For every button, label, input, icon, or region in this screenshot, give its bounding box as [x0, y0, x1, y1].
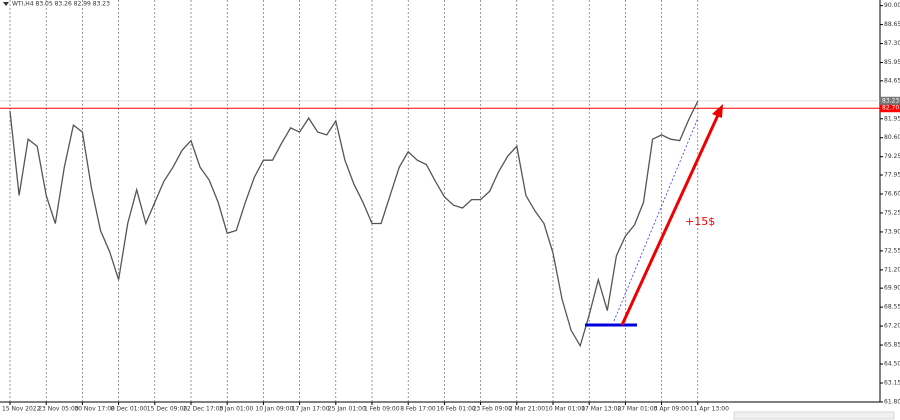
level-box — [880, 104, 900, 113]
price-box — [880, 96, 900, 105]
y-tick-label: 87.30 — [884, 40, 900, 47]
y-tick-label: 63.15 — [884, 380, 900, 387]
y-tick-label: 64.50 — [884, 361, 900, 368]
y-tick-label: 68.55 — [884, 304, 900, 311]
x-tick-label: 15 Dec 09:00 — [147, 406, 188, 413]
x-tick-label: 8 Feb 17:00 — [400, 406, 436, 413]
chart-title: WTI,H4 83.05 83.26 82.99 83.23 — [12, 1, 110, 8]
arrow-head — [712, 104, 723, 118]
y-tick-label: 69.90 — [884, 285, 900, 292]
y-tick-label: 61.80 — [884, 399, 900, 406]
level-label: 82.70 — [882, 105, 899, 112]
x-tick-label: 2 Mar 21:00 — [509, 406, 545, 413]
y-tick-label: 81.95 — [884, 115, 900, 122]
y-tick-label: 85.95 — [884, 59, 900, 66]
trend-line — [613, 117, 699, 322]
x-tick-label: 25 Jan 01:00 — [328, 406, 366, 413]
toolbar — [733, 411, 895, 420]
x-tick-label: 10 Jan 09:00 — [255, 406, 293, 413]
x-tick-label: 3 Apr 09:00 — [654, 406, 689, 413]
y-tick-label: 84.65 — [884, 77, 900, 84]
x-tick-label: 11 Apr 13:00 — [690, 406, 729, 413]
x-tick-label: 1 Feb 09:00 — [364, 406, 400, 413]
x-tick-label: 16 Feb 01:00 — [436, 406, 476, 413]
x-tick-label: 10 Mar 01:00 — [545, 406, 585, 413]
y-tick-label: 76.60 — [884, 190, 900, 197]
y-tick-label: 67.20 — [884, 323, 900, 330]
y-tick-label: 73.90 — [884, 228, 900, 235]
arrow-shaft — [620, 114, 720, 326]
y-tick-label: 77.95 — [884, 171, 900, 178]
y-tick-label: 90.00 — [884, 2, 900, 9]
x-tick-label: 23 Feb 09:00 — [473, 406, 513, 413]
x-tick-label: 22 Dec 17:00 — [183, 406, 224, 413]
y-tick-label: 71.20 — [884, 266, 900, 273]
y-tick-label: 80.60 — [884, 134, 900, 141]
menu-icon — [3, 2, 9, 6]
x-tick-label: 27 Mar 01:00 — [617, 406, 657, 413]
y-tick-label: 65.85 — [884, 342, 900, 349]
x-tick-label: 23 Nov 05:00 — [38, 406, 79, 413]
x-tick-label: 3 Jan 01:00 — [219, 406, 253, 413]
x-tick-label: 30 Nov 17:00 — [74, 406, 115, 413]
x-tick-label: 17 Mar 13:00 — [581, 406, 621, 413]
price-label: 83.23 — [882, 97, 899, 104]
y-tick-label: 79.25 — [884, 153, 900, 160]
y-tick-label: 88.65 — [884, 21, 900, 28]
y-tick-label: 72.55 — [884, 247, 900, 254]
y-tick-label: 75.25 — [884, 209, 900, 216]
price-line-series — [9, 100, 699, 348]
annotation: +15$ — [685, 215, 715, 228]
x-tick-label: 15 Nov 2022 — [2, 406, 41, 413]
x-tick-label: 17 Jan 17:00 — [292, 406, 330, 413]
x-tick-label: 8 Dec 01:00 — [111, 406, 148, 413]
